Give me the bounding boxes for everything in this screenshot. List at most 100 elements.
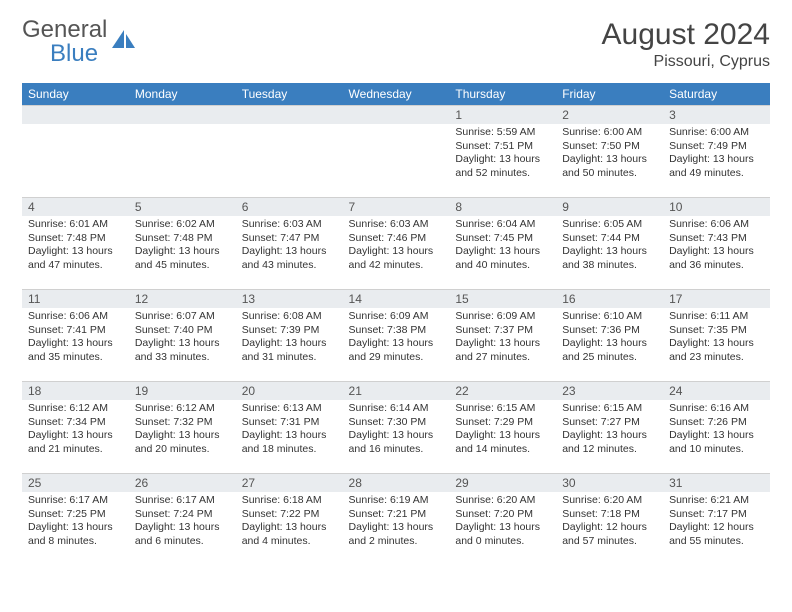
calendar-empty-cell [236,106,343,198]
day-number: 21 [343,382,450,400]
sunrise-text: Sunrise: 6:03 AM [349,218,444,232]
sunset-text: Sunset: 7:45 PM [455,232,550,246]
day-details: Sunrise: 6:01 AMSunset: 7:48 PMDaylight:… [22,216,129,277]
daylight-text: Daylight: 13 hours and 43 minutes. [242,245,337,272]
day-details: Sunrise: 6:14 AMSunset: 7:30 PMDaylight:… [343,400,450,461]
calendar-day-cell: 17Sunrise: 6:11 AMSunset: 7:35 PMDayligh… [663,290,770,382]
day-number: 4 [22,198,129,216]
calendar-day-cell: 5Sunrise: 6:02 AMSunset: 7:48 PMDaylight… [129,198,236,290]
calendar-day-cell: 13Sunrise: 6:08 AMSunset: 7:39 PMDayligh… [236,290,343,382]
daylight-text: Daylight: 13 hours and 0 minutes. [455,521,550,548]
daylight-text: Daylight: 13 hours and 49 minutes. [669,153,764,180]
calendar-week-row: 4Sunrise: 6:01 AMSunset: 7:48 PMDaylight… [22,198,770,290]
calendar-day-cell: 14 Sunrise: 6:09 AMSunset: 7:38 PMDayligh… [343,290,450,382]
sunset-text: Sunset: 7:50 PM [562,140,657,154]
day-details: Sunrise: 6:18 AMSunset: 7:22 PMDaylight:… [236,492,343,553]
day-number: 23 [556,382,663,400]
sunrise-text: Sunrise: 6:01 AM [28,218,123,232]
day-number: 6 [236,198,343,216]
sunset-text: Sunset: 7:32 PM [135,416,230,430]
calendar-empty-cell [22,106,129,198]
day-number: 5 [129,198,236,216]
daylight-text: Daylight: 13 hours and 45 minutes. [135,245,230,272]
calendar-week-row: 1Sunrise: 5:59 AMSunset: 7:51 PMDaylight… [22,106,770,198]
day-details: Sunrise: 6:00 AMSunset: 7:50 PMDaylight:… [556,124,663,185]
calendar-week-row: 18Sunrise: 6:12 AMSunset: 7:34 PMDayligh… [22,382,770,474]
calendar-day-cell: 7Sunrise: 6:03 AMSunset: 7:46 PMDaylight… [343,198,450,290]
sunset-text: Sunset: 7:21 PM [349,508,444,522]
calendar-day-cell: 12Sunrise: 6:07 AMSunset: 7:40 PMDayligh… [129,290,236,382]
sunrise-text: Sunrise: 6:10 AM [562,310,657,324]
sunrise-text: Sunrise: 5:59 AM [455,126,550,140]
daylight-text: Daylight: 13 hours and 23 minutes. [669,337,764,364]
sail-icon [111,28,137,55]
daylight-text: Daylight: 13 hours and 20 minutes. [135,429,230,456]
sunset-text: Sunset: 7:51 PM [455,140,550,154]
day-number: 31 [663,474,770,492]
day-details: Sunrise: 6:20 AMSunset: 7:18 PMDaylight:… [556,492,663,553]
calendar-day-cell: 4Sunrise: 6:01 AMSunset: 7:48 PMDaylight… [22,198,129,290]
calendar-day-cell: 30Sunrise: 6:20 AMSunset: 7:18 PMDayligh… [556,474,663,566]
sunrise-text: Sunrise: 6:05 AM [562,218,657,232]
sunrise-text: Sunrise: 6:21 AM [669,494,764,508]
sunset-text: Sunset: 7:27 PM [562,416,657,430]
sunrise-text: Sunrise: 6:16 AM [669,402,764,416]
daylight-text: Daylight: 13 hours and 21 minutes. [28,429,123,456]
sunrise-text: Sunrise: 6:07 AM [135,310,230,324]
day-details: Sunrise: 6:19 AMSunset: 7:21 PMDaylight:… [343,492,450,553]
calendar-day-cell: 23Sunrise: 6:15 AMSunset: 7:27 PMDayligh… [556,382,663,474]
day-details: Sunrise: 6:08 AMSunset: 7:39 PMDaylight:… [236,308,343,369]
calendar-day-cell: 15Sunrise: 6:09 AMSunset: 7:37 PMDayligh… [449,290,556,382]
daylight-text: Daylight: 13 hours and 36 minutes. [669,245,764,272]
calendar-day-cell: 8Sunrise: 6:04 AMSunset: 7:45 PMDaylight… [449,198,556,290]
daylight-text: Daylight: 12 hours and 57 minutes. [562,521,657,548]
daylight-text: Daylight: 13 hours and 27 minutes. [455,337,550,364]
sunrise-text: Sunrise: 6:02 AM [135,218,230,232]
day-details: Sunrise: 5:59 AMSunset: 7:51 PMDaylight:… [449,124,556,185]
sunset-text: Sunset: 7:36 PM [562,324,657,338]
daylight-text: Daylight: 13 hours and 29 minutes. [349,337,444,364]
calendar-day-cell: 22Sunrise: 6:15 AMSunset: 7:29 PMDayligh… [449,382,556,474]
day-number: 11 [22,290,129,308]
calendar-day-cell: 2Sunrise: 6:00 AMSunset: 7:50 PMDaylight… [556,106,663,198]
calendar-day-cell: 16Sunrise: 6:10 AMSunset: 7:36 PMDayligh… [556,290,663,382]
logo-text-blue: Blue [50,40,98,67]
calendar-day-cell: 9Sunrise: 6:05 AMSunset: 7:44 PMDaylight… [556,198,663,290]
calendar-day-cell: 20Sunrise: 6:13 AMSunset: 7:31 PMDayligh… [236,382,343,474]
sunset-text: Sunset: 7:39 PM [242,324,337,338]
sunrise-text: Sunrise: 6:17 AM [135,494,230,508]
calendar-week-row: 11Sunrise: 6:06 AMSunset: 7:41 PMDayligh… [22,290,770,382]
sunset-text: Sunset: 7:49 PM [669,140,764,154]
daylight-text: Daylight: 13 hours and 31 minutes. [242,337,337,364]
sunrise-text: Sunrise: 6:06 AM [28,310,123,324]
calendar-day-cell: 28Sunrise: 6:19 AMSunset: 7:21 PMDayligh… [343,474,450,566]
day-details: Sunrise: 6:03 AMSunset: 7:47 PMDaylight:… [236,216,343,277]
sunrise-text: Sunrise: 6:09 AM [455,310,550,324]
sunset-text: Sunset: 7:38 PM [349,324,444,338]
day-number: 19 [129,382,236,400]
calendar-day-cell: 11Sunrise: 6:06 AMSunset: 7:41 PMDayligh… [22,290,129,382]
calendar-day-cell: 10Sunrise: 6:06 AMSunset: 7:43 PMDayligh… [663,198,770,290]
day-number: 24 [663,382,770,400]
sunset-text: Sunset: 7:48 PM [28,232,123,246]
daylight-text: Daylight: 13 hours and 40 minutes. [455,245,550,272]
calendar-table: SundayMondayTuesdayWednesdayThursdayFrid… [22,83,770,566]
weekday-header: Wednesday [343,83,450,106]
sunset-text: Sunset: 7:31 PM [242,416,337,430]
daylight-text: Daylight: 13 hours and 8 minutes. [28,521,123,548]
day-number: 14 [343,290,450,308]
sunset-text: Sunset: 7:40 PM [135,324,230,338]
daylight-text: Daylight: 13 hours and 16 minutes. [349,429,444,456]
day-number: 17 [663,290,770,308]
daylight-text: Daylight: 13 hours and 35 minutes. [28,337,123,364]
calendar-day-cell: 24 Sunrise: 6:16 AMSunset: 7:26 PMDayligh… [663,382,770,474]
daylight-text: Daylight: 13 hours and 4 minutes. [242,521,337,548]
daylight-text: Daylight: 13 hours and 10 minutes. [669,429,764,456]
daylight-text: Daylight: 13 hours and 38 minutes. [562,245,657,272]
daylight-text: Daylight: 13 hours and 33 minutes. [135,337,230,364]
sunset-text: Sunset: 7:26 PM [669,416,764,430]
sunrise-text: Sunrise: 6:09 AM [349,310,444,324]
day-number-bar [22,106,129,124]
daylight-text: Daylight: 13 hours and 52 minutes. [455,153,550,180]
location: Pissouri, Cyprus [602,53,770,71]
